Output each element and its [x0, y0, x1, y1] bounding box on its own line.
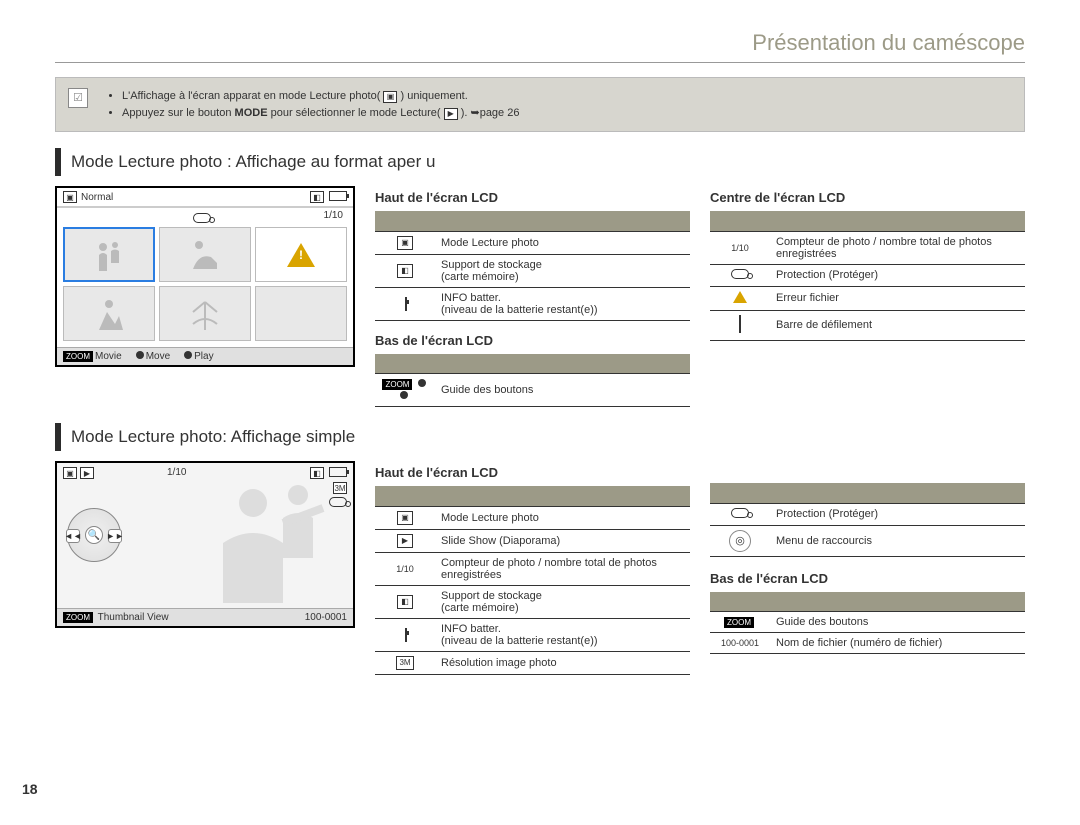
thumb-6[interactable] [255, 286, 347, 341]
info-line1-pre: L'Affichage à l'écran apparat en mode Le… [122, 90, 380, 102]
row-desc: Compteur de photo / nombre total de phot… [435, 552, 690, 585]
thumb-3-error[interactable] [255, 227, 347, 282]
section1-title: Mode Lecture photo : Affichage au format… [55, 148, 1025, 176]
lcd-move: Move [146, 351, 170, 362]
zoom-badge: ZOOM [63, 351, 93, 362]
section2-title: Mode Lecture photo: Affichage simple [55, 423, 1025, 451]
s1-center-title: Centre de l'écran LCD [710, 190, 1025, 205]
thumb-2[interactable] [159, 227, 251, 282]
s2-right-top-table: Protection (Protéger) ◎ Menu de raccourci… [710, 483, 1025, 557]
s2-top-title: Haut de l'écran LCD [375, 465, 690, 480]
mode-word: MODE [235, 107, 268, 119]
row-desc: Guide des boutons [435, 374, 690, 407]
info-box-icon: ☑ [68, 88, 88, 108]
counter-icon: 1/10 [396, 564, 414, 574]
lcd-thumbnail-view: ▣ Normal ◧ 1/10 ZOOMMovie Move Play [55, 186, 355, 367]
row-desc: Erreur fichier [770, 286, 1025, 310]
card-icon: ◧ [310, 191, 324, 203]
resolution-icon: 3M [396, 656, 413, 670]
row-desc: Compteur de photo / nombre total de phot… [770, 231, 1025, 264]
warning-icon [287, 243, 315, 267]
photo-mode-icon: ▣ [383, 91, 397, 103]
battery-icon [405, 297, 407, 311]
shortcut-wheel[interactable]: ◄◄ 🔍 ►► [67, 508, 121, 562]
scrollbar-icon [739, 315, 741, 333]
row-desc: Résolution image photo [435, 651, 690, 674]
battery-icon [405, 628, 407, 642]
s1-top-table: ▣ Mode Lecture photo ◧ Support de stockage… [375, 211, 690, 321]
protect-icon [731, 508, 749, 518]
zoom-button[interactable]: 🔍 [85, 526, 103, 544]
counter-icon: 1/10 [731, 243, 749, 253]
s1-bottom-title: Bas de l'écran LCD [375, 333, 690, 348]
battery-icon [329, 191, 347, 201]
protect-icon [731, 269, 749, 279]
storage-icon: ◧ [397, 595, 413, 609]
info-line2-pre: Appuyez sur le bouton [122, 107, 235, 119]
row-desc: Nom de fichier (numéro de fichier) [770, 633, 1025, 654]
next-button[interactable]: ►► [108, 529, 122, 543]
move-dot-icon [136, 351, 144, 359]
photo-icon: ▣ [63, 191, 77, 203]
lcd-play: Play [194, 351, 213, 362]
info-line1-post: ) uniquement. [401, 90, 468, 102]
info-box: ☑ L'Affichage à l'écran apparat en mode … [55, 77, 1025, 132]
play-dot-icon [184, 351, 192, 359]
play-mode-icon: ▶ [444, 108, 458, 120]
photo-mode-icon: ▣ [397, 511, 413, 525]
page-title: Présentation du caméscope [55, 30, 1025, 63]
s2-right-bottom-table: ZOOM Guide des boutons 100-0001 Nom de fic… [710, 592, 1025, 655]
slideshow-icon: ▶ [397, 534, 413, 548]
prev-button[interactable]: ◄◄ [66, 529, 80, 543]
s1-center-table: 1/10 Compteur de photo / nombre total de … [710, 211, 1025, 341]
lock-icon [193, 213, 211, 223]
photo-silhouette [183, 473, 343, 603]
row-desc: Protection (Protéger) [770, 503, 1025, 525]
lcd-thumb-label: Thumbnail View [98, 612, 169, 623]
zoom-icon: ZOOM [382, 379, 412, 390]
row-desc: Support de stockage (carte mémoire) [435, 585, 690, 618]
error-icon [733, 291, 747, 303]
thumb-5[interactable] [159, 286, 251, 341]
photo-icon: ▣ [63, 467, 77, 479]
slideshow-icon: ▶ [80, 467, 94, 479]
info-line2-mid: pour sélectionner le mode Lecture( [271, 107, 441, 119]
info-line2-post: ). ➥page 26 [461, 107, 520, 119]
shortcut-menu-icon: ◎ [729, 530, 751, 552]
s1-bottom-table: ZOOM Guide des boutons [375, 354, 690, 408]
row-desc: INFO batter. (niveau de la batterie rest… [435, 618, 690, 651]
row-desc: Support de stockage (carte mémoire) [435, 254, 690, 287]
zoom-badge: ZOOM [63, 612, 93, 623]
row-desc: INFO batter. (niveau de la batterie rest… [435, 287, 690, 320]
row-desc: Mode Lecture photo [435, 506, 690, 529]
lcd-normal: Normal [81, 192, 113, 203]
row-desc: Guide des boutons [770, 612, 1025, 633]
row-desc: Mode Lecture photo [435, 231, 690, 254]
filenum-icon: 100-0001 [721, 638, 759, 648]
storage-icon: ◧ [397, 264, 413, 278]
row-desc: Slide Show (Diaporama) [435, 529, 690, 552]
photo-mode-icon: ▣ [397, 236, 413, 250]
lcd-movie: Movie [95, 351, 122, 362]
thumbnail-grid [57, 221, 353, 347]
thumb-1[interactable] [63, 227, 155, 282]
zoom-icon: ZOOM [724, 617, 754, 628]
page-number: 18 [22, 781, 38, 797]
lcd-single-view: ▣ ▶ 1/10 ◧ 3M ◄◄ 🔍 ►► ZOOM Thumbnail Vie… [55, 461, 355, 628]
row-desc: Protection (Protéger) [770, 264, 1025, 286]
lcd-file: 100-0001 [305, 612, 347, 623]
s2-right-bottom-title: Bas de l'écran LCD [710, 571, 1025, 586]
thumb-4[interactable] [63, 286, 155, 341]
s1-top-title: Haut de l'écran LCD [375, 190, 690, 205]
row-desc: Barre de défilement [770, 310, 1025, 340]
row-desc: Menu de raccourcis [770, 525, 1025, 556]
s2-top-table: ▣ Mode Lecture photo ▶ Slide Show (Diapora… [375, 486, 690, 675]
